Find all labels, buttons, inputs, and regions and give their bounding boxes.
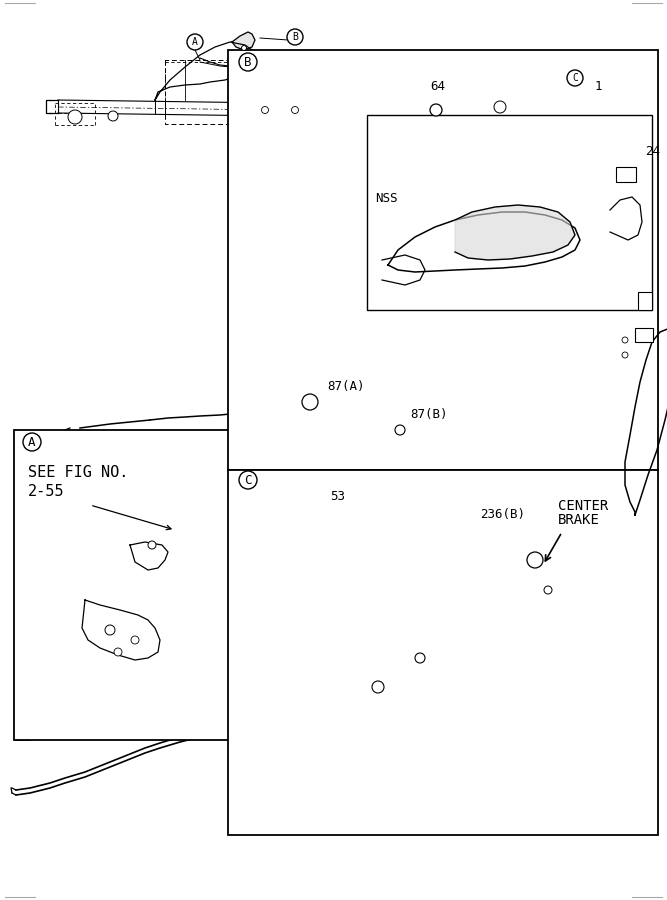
Circle shape bbox=[131, 636, 139, 644]
Circle shape bbox=[622, 337, 628, 343]
Bar bbox=[228, 470, 658, 835]
Circle shape bbox=[261, 106, 269, 113]
Text: C: C bbox=[572, 73, 578, 83]
Circle shape bbox=[302, 394, 318, 410]
Bar bbox=[616, 167, 636, 182]
Text: BRAKE: BRAKE bbox=[558, 513, 600, 527]
Circle shape bbox=[105, 625, 115, 635]
Circle shape bbox=[567, 70, 583, 86]
Text: A: A bbox=[28, 436, 36, 448]
Circle shape bbox=[430, 104, 442, 116]
Circle shape bbox=[187, 34, 203, 50]
Text: 1: 1 bbox=[595, 80, 602, 93]
Circle shape bbox=[494, 101, 506, 113]
Circle shape bbox=[544, 586, 552, 594]
Circle shape bbox=[372, 681, 384, 693]
Circle shape bbox=[395, 425, 405, 435]
Polygon shape bbox=[82, 600, 160, 660]
Bar bbox=[635, 328, 653, 342]
Circle shape bbox=[239, 53, 257, 71]
Text: B: B bbox=[244, 56, 251, 68]
Text: 87(B): 87(B) bbox=[410, 408, 448, 421]
Text: 2-55: 2-55 bbox=[28, 484, 65, 499]
Text: 64: 64 bbox=[430, 80, 445, 93]
Polygon shape bbox=[382, 255, 425, 285]
Text: 24: 24 bbox=[645, 145, 660, 158]
Polygon shape bbox=[388, 212, 580, 272]
Polygon shape bbox=[232, 32, 255, 50]
Polygon shape bbox=[455, 205, 575, 260]
Text: 53: 53 bbox=[330, 490, 345, 503]
Circle shape bbox=[239, 471, 257, 489]
Circle shape bbox=[622, 352, 628, 358]
Bar bbox=[14, 430, 229, 740]
Bar bbox=[638, 292, 652, 310]
Circle shape bbox=[68, 110, 82, 124]
Circle shape bbox=[148, 541, 156, 549]
Circle shape bbox=[241, 46, 247, 50]
Text: 87(A): 87(A) bbox=[327, 380, 364, 393]
Text: SEE FIG NO.: SEE FIG NO. bbox=[28, 465, 128, 480]
Circle shape bbox=[287, 29, 303, 45]
Text: NSS: NSS bbox=[375, 192, 398, 205]
Text: B: B bbox=[292, 32, 298, 42]
Text: C: C bbox=[244, 473, 251, 487]
Text: 236(B): 236(B) bbox=[480, 508, 525, 521]
Circle shape bbox=[415, 653, 425, 663]
Circle shape bbox=[108, 111, 118, 121]
Bar bbox=[367, 115, 652, 310]
Text: A: A bbox=[192, 37, 198, 47]
Circle shape bbox=[291, 106, 299, 113]
Text: CENTER: CENTER bbox=[558, 499, 608, 513]
Circle shape bbox=[527, 552, 543, 568]
Circle shape bbox=[23, 433, 41, 451]
Bar bbox=[228, 50, 658, 470]
Circle shape bbox=[114, 648, 122, 656]
